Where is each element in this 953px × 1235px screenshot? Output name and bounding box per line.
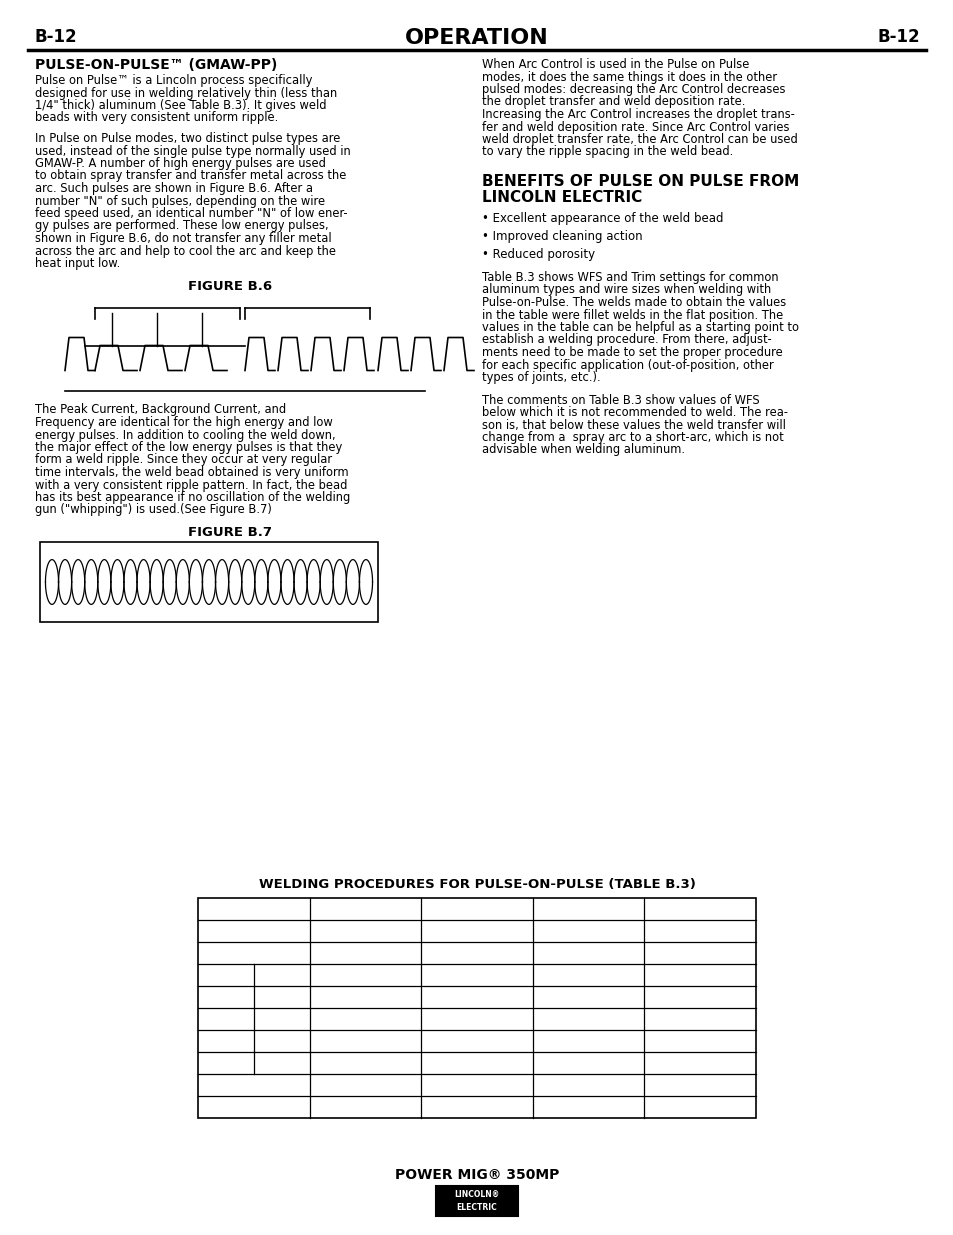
Text: arc. Such pulses are shown in Figure B.6. After a: arc. Such pulses are shown in Figure B.6…	[35, 182, 313, 195]
Text: Pulse-on-Pulse. The welds made to obtain the values: Pulse-on-Pulse. The welds made to obtain…	[481, 296, 785, 309]
Text: weld droplet transfer rate, the Arc Control can be used: weld droplet transfer rate, the Arc Cont…	[481, 133, 797, 146]
Text: FIGURE B.6: FIGURE B.6	[188, 279, 272, 293]
Text: change from a  spray arc to a short-arc, which is not: change from a spray arc to a short-arc, …	[481, 431, 783, 445]
Text: modes, it does the same things it does in the other: modes, it does the same things it does i…	[481, 70, 777, 84]
Text: OPERATION: OPERATION	[405, 28, 548, 48]
Text: ments need to be made to set the proper procedure: ments need to be made to set the proper …	[481, 346, 781, 359]
Text: types of joints, etc.).: types of joints, etc.).	[481, 370, 600, 384]
Bar	[436, 1186, 517, 1216]
Text: ELECTRIC: ELECTRIC	[456, 1203, 497, 1212]
Bar	[40, 542, 377, 622]
Text: • Excellent appearance of the weld bead: • Excellent appearance of the weld bead	[481, 212, 722, 225]
Text: LINCOLN ELECTRIC: LINCOLN ELECTRIC	[481, 190, 641, 205]
Text: B-12: B-12	[877, 28, 919, 46]
Text: POWER MIG® 350MP: POWER MIG® 350MP	[395, 1168, 558, 1182]
Text: Pulse on Pulse™ is a Lincoln process specifically: Pulse on Pulse™ is a Lincoln process spe…	[35, 74, 312, 86]
Text: son is, that below these values the weld transfer will: son is, that below these values the weld…	[481, 419, 785, 431]
Text: shown in Figure B.6, do not transfer any filler metal: shown in Figure B.6, do not transfer any…	[35, 232, 332, 245]
Text: PULSE-ON-PULSE™ (GMAW-PP): PULSE-ON-PULSE™ (GMAW-PP)	[35, 58, 277, 72]
Text: • Improved cleaning action: • Improved cleaning action	[481, 230, 642, 243]
Text: used, instead of the single pulse type normally used in: used, instead of the single pulse type n…	[35, 144, 351, 158]
Text: gy pulses are performed. These low energy pulses,: gy pulses are performed. These low energ…	[35, 220, 328, 232]
Text: • Reduced porosity: • Reduced porosity	[481, 248, 595, 261]
Text: to obtain spray transfer and transfer metal across the: to obtain spray transfer and transfer me…	[35, 169, 346, 183]
Text: the droplet transfer and weld deposition rate.: the droplet transfer and weld deposition…	[481, 95, 744, 109]
Text: gun ("whipping") is used.(See Figure B.7): gun ("whipping") is used.(See Figure B.7…	[35, 504, 272, 516]
Text: The Peak Current, Background Current, and: The Peak Current, Background Current, an…	[35, 404, 286, 416]
Text: number "N" of such pulses, depending on the wire: number "N" of such pulses, depending on …	[35, 194, 325, 207]
Text: When Arc Control is used in the Pulse on Pulse: When Arc Control is used in the Pulse on…	[481, 58, 749, 70]
Text: designed for use in welding relatively thin (less than: designed for use in welding relatively t…	[35, 86, 337, 100]
Text: form a weld ripple. Since they occur at very regular: form a weld ripple. Since they occur at …	[35, 453, 332, 467]
Text: below which it is not recommended to weld. The rea-: below which it is not recommended to wel…	[481, 406, 787, 419]
Text: Table B.3 shows WFS and Trim settings for common: Table B.3 shows WFS and Trim settings fo…	[481, 270, 778, 284]
Text: B-12: B-12	[35, 28, 77, 46]
Text: values in the table can be helpful as a starting point to: values in the table can be helpful as a …	[481, 321, 799, 333]
Text: feed speed used, an identical number "N" of low ener-: feed speed used, an identical number "N"…	[35, 207, 347, 220]
Text: pulsed modes: decreasing the Arc Control decreases: pulsed modes: decreasing the Arc Control…	[481, 83, 784, 96]
Text: establish a welding procedure. From there, adjust-: establish a welding procedure. From ther…	[481, 333, 771, 347]
Text: time intervals, the weld bead obtained is very uniform: time intervals, the weld bead obtained i…	[35, 466, 348, 479]
Text: FIGURE B.7: FIGURE B.7	[188, 526, 272, 538]
Text: beads with very consistent uniform ripple.: beads with very consistent uniform rippl…	[35, 111, 278, 125]
Text: LINCOLN®: LINCOLN®	[454, 1189, 499, 1199]
Text: BENEFITS OF PULSE ON PULSE FROM: BENEFITS OF PULSE ON PULSE FROM	[481, 174, 799, 189]
Text: GMAW-P. A number of high energy pulses are used: GMAW-P. A number of high energy pulses a…	[35, 157, 326, 170]
Text: with a very consistent ripple pattern. In fact, the bead: with a very consistent ripple pattern. I…	[35, 478, 347, 492]
Text: Increasing the Arc Control increases the droplet trans-: Increasing the Arc Control increases the…	[481, 107, 794, 121]
Text: aluminum types and wire sizes when welding with: aluminum types and wire sizes when weldi…	[481, 284, 770, 296]
Text: In Pulse on Pulse modes, two distinct pulse types are: In Pulse on Pulse modes, two distinct pu…	[35, 132, 340, 144]
Text: fer and weld deposition rate. Since Arc Control varies: fer and weld deposition rate. Since Arc …	[481, 121, 789, 133]
Text: energy pulses. In addition to cooling the weld down,: energy pulses. In addition to cooling th…	[35, 429, 335, 441]
Text: heat input low.: heat input low.	[35, 257, 120, 270]
Text: the major effect of the low energy pulses is that they: the major effect of the low energy pulse…	[35, 441, 342, 454]
Text: across the arc and help to cool the arc and keep the: across the arc and help to cool the arc …	[35, 245, 335, 258]
Text: Frequency are identical for the high energy and low: Frequency are identical for the high ene…	[35, 416, 333, 429]
Text: 1/4" thick) aluminum (See Table B.3). It gives weld: 1/4" thick) aluminum (See Table B.3). It…	[35, 99, 326, 112]
Text: WELDING PROCEDURES FOR PULSE-ON-PULSE (TABLE B.3): WELDING PROCEDURES FOR PULSE-ON-PULSE (T…	[258, 878, 695, 890]
Bar	[198, 898, 755, 1118]
Text: has its best appearance if no oscillation of the welding: has its best appearance if no oscillatio…	[35, 492, 350, 504]
Text: in the table were fillet welds in the flat position. The: in the table were fillet welds in the fl…	[481, 309, 782, 321]
Text: to vary the ripple spacing in the weld bead.: to vary the ripple spacing in the weld b…	[481, 146, 733, 158]
Text: The comments on Table B.3 show values of WFS: The comments on Table B.3 show values of…	[481, 394, 759, 406]
Text: advisable when welding aluminum.: advisable when welding aluminum.	[481, 443, 684, 457]
Text: for each specific application (out-of-position, other: for each specific application (out-of-po…	[481, 358, 773, 372]
